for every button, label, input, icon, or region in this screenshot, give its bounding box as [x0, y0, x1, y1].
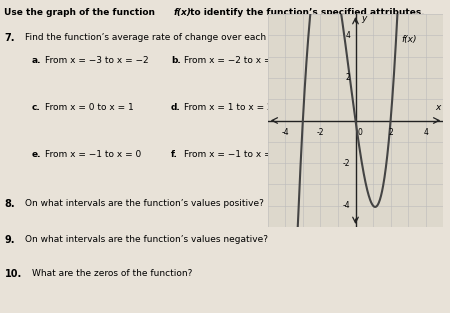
- Text: f(x): f(x): [173, 8, 191, 17]
- Text: x: x: [435, 103, 441, 112]
- Text: d.: d.: [171, 103, 181, 112]
- Text: -2: -2: [343, 159, 350, 167]
- Text: 9.: 9.: [4, 235, 15, 245]
- Text: 8.: 8.: [4, 199, 15, 209]
- Text: -4: -4: [342, 201, 350, 210]
- Text: c.: c.: [32, 103, 40, 112]
- Text: 0: 0: [357, 128, 362, 137]
- Text: From x = −1 to x = 0: From x = −1 to x = 0: [45, 150, 141, 159]
- Text: 4: 4: [345, 31, 350, 40]
- Text: 2: 2: [388, 128, 393, 137]
- Text: Use the graph of the function: Use the graph of the function: [4, 8, 158, 17]
- Text: On what intervals are the function’s values negative?: On what intervals are the function’s val…: [25, 235, 268, 244]
- Text: y: y: [361, 14, 366, 23]
- Text: From x = −3 to x = −2: From x = −3 to x = −2: [45, 56, 148, 65]
- Text: -2: -2: [317, 128, 324, 137]
- Text: e.: e.: [32, 150, 41, 159]
- Text: From x = −1 to x = 2: From x = −1 to x = 2: [184, 150, 281, 159]
- Text: a.: a.: [32, 56, 41, 65]
- Text: From x = 1 to x = 2: From x = 1 to x = 2: [184, 103, 273, 112]
- Text: From x = 0 to x = 1: From x = 0 to x = 1: [45, 103, 134, 112]
- Text: 4: 4: [423, 128, 428, 137]
- Text: -4: -4: [282, 128, 289, 137]
- Text: From x = −2 to x = 1: From x = −2 to x = 1: [184, 56, 281, 65]
- Text: 2: 2: [346, 74, 350, 82]
- Text: What are the zeros of the function?: What are the zeros of the function?: [32, 269, 193, 278]
- Text: 7.: 7.: [4, 33, 15, 43]
- Text: to identify the function’s specified attributes.: to identify the function’s specified att…: [187, 8, 424, 17]
- Text: f(x): f(x): [401, 35, 417, 44]
- Text: b.: b.: [171, 56, 181, 65]
- Text: On what intervals are the function’s values positive?: On what intervals are the function’s val…: [25, 199, 264, 208]
- Text: 10.: 10.: [4, 269, 22, 279]
- Text: f.: f.: [171, 150, 178, 159]
- Text: Find the function’s average rate of change over each interval.: Find the function’s average rate of chan…: [25, 33, 306, 42]
